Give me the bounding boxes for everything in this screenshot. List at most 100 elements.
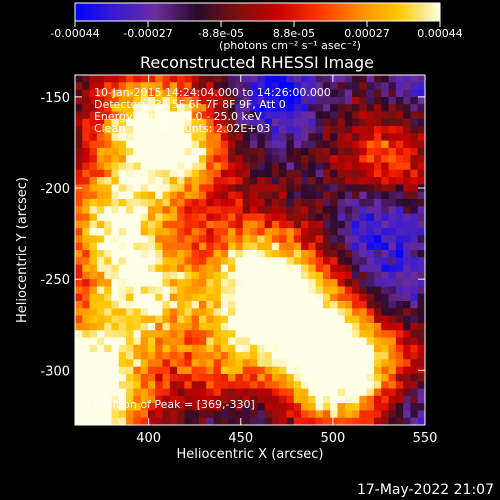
heatmap-cell bbox=[359, 242, 368, 251]
heatmap-cell bbox=[366, 403, 375, 412]
heatmap-cell bbox=[169, 344, 178, 353]
heatmap-cell bbox=[373, 301, 382, 309]
heatmap-cell bbox=[155, 308, 164, 317]
heatmap-cell bbox=[228, 271, 237, 280]
heatmap-cell bbox=[126, 89, 134, 98]
heatmap-cell bbox=[352, 147, 360, 156]
heatmap-cell bbox=[395, 373, 404, 382]
heatmap-cell bbox=[213, 169, 222, 178]
heatmap-cell bbox=[301, 330, 309, 339]
heatmap-cell bbox=[315, 133, 324, 142]
heatmap-cell bbox=[177, 344, 185, 353]
heatmap-cell bbox=[410, 111, 419, 120]
heatmap-cell bbox=[155, 133, 164, 142]
heatmap-cell bbox=[242, 191, 251, 200]
heatmap-cell bbox=[293, 257, 302, 266]
heatmap-cell bbox=[140, 111, 149, 120]
heatmap-cell bbox=[366, 395, 375, 404]
heatmap-cell bbox=[352, 228, 360, 237]
heatmap-cell bbox=[89, 366, 98, 375]
heatmap-cell bbox=[206, 403, 215, 412]
heatmap-cell bbox=[220, 403, 229, 412]
heatmap-cell bbox=[301, 337, 309, 346]
heatmap-cell bbox=[366, 220, 375, 229]
heatmap-cell bbox=[213, 235, 222, 244]
heatmap-cell bbox=[235, 373, 244, 382]
heatmap-cell bbox=[410, 344, 419, 353]
heatmap-cell bbox=[133, 140, 142, 149]
heatmap-cell bbox=[293, 410, 302, 419]
heatmap-cell bbox=[344, 104, 353, 113]
heatmap-cell bbox=[301, 359, 309, 368]
heatmap-cell bbox=[388, 352, 397, 360]
heatmap-cell bbox=[140, 308, 149, 317]
heatmap-cell bbox=[315, 75, 324, 83]
heatmap-cell bbox=[82, 198, 91, 207]
heatmap-cell bbox=[96, 235, 105, 244]
heatmap-cell bbox=[118, 322, 127, 331]
heatmap-cell bbox=[126, 206, 134, 215]
heatmap-cell bbox=[417, 403, 425, 412]
heatmap-cell bbox=[352, 220, 360, 229]
heatmap-cell bbox=[257, 417, 266, 425]
heatmap-cell bbox=[301, 126, 309, 134]
heatmap-cell bbox=[155, 82, 164, 91]
heatmap-cell bbox=[162, 403, 171, 412]
heatmap-cell bbox=[118, 264, 127, 273]
heatmap-cell bbox=[82, 228, 91, 237]
heatmap-cell bbox=[96, 228, 105, 237]
heatmap-cell bbox=[228, 242, 237, 251]
info-detectors: Detectors: 3F 5F 6F 7F 8F 9F, Att 0 bbox=[94, 98, 286, 111]
heatmap-cell bbox=[330, 352, 339, 360]
heatmap-cell bbox=[89, 293, 98, 302]
heatmap-cell bbox=[96, 147, 105, 156]
heatmap-cell bbox=[191, 140, 200, 149]
heatmap-cell bbox=[250, 330, 258, 339]
heatmap-cell bbox=[257, 228, 266, 237]
heatmap-cell bbox=[147, 169, 156, 178]
heatmap-cell bbox=[395, 82, 404, 91]
heatmap-cell bbox=[373, 235, 382, 244]
heatmap-cell bbox=[169, 213, 178, 222]
heatmap-cell bbox=[96, 359, 105, 368]
heatmap-cell bbox=[104, 75, 113, 83]
heatmap-cell bbox=[381, 191, 390, 200]
heatmap-cell bbox=[118, 286, 127, 295]
heatmap-cell bbox=[177, 395, 185, 404]
heatmap-cell bbox=[111, 242, 120, 251]
heatmap-cell bbox=[155, 75, 164, 83]
heatmap-cell bbox=[191, 279, 200, 288]
heatmap-cell bbox=[111, 337, 120, 346]
heatmap-cell bbox=[271, 301, 280, 309]
heatmap-cell bbox=[162, 257, 171, 266]
heatmap-cell bbox=[75, 279, 83, 288]
heatmap-cell bbox=[257, 155, 266, 164]
heatmap-cell bbox=[257, 322, 266, 331]
heatmap-cell bbox=[388, 75, 397, 83]
heatmap-cell bbox=[169, 286, 178, 295]
heatmap-cell bbox=[308, 257, 317, 266]
heatmap-cell bbox=[271, 322, 280, 331]
heatmap-cell bbox=[228, 75, 237, 83]
heatmap-cell bbox=[147, 388, 156, 397]
heatmap-cell bbox=[177, 410, 185, 419]
heatmap-cell bbox=[264, 308, 273, 317]
heatmap-cell bbox=[169, 242, 178, 251]
heatmap-cell bbox=[147, 118, 156, 127]
heatmap-cell bbox=[198, 155, 207, 164]
heatmap-cell bbox=[293, 184, 302, 193]
heatmap-cell bbox=[126, 184, 134, 193]
heatmap-cell bbox=[417, 242, 425, 251]
heatmap-cell bbox=[169, 198, 178, 207]
heatmap-cell bbox=[315, 177, 324, 185]
heatmap-cell bbox=[301, 293, 309, 302]
heatmap-cell bbox=[322, 155, 331, 164]
heatmap-cell bbox=[118, 301, 127, 309]
heatmap-cell bbox=[315, 264, 324, 273]
heatmap-cell bbox=[177, 184, 185, 193]
heatmap-cell bbox=[352, 395, 360, 404]
heatmap-cell bbox=[257, 96, 266, 105]
heatmap-cell bbox=[206, 366, 215, 375]
heatmap-cell bbox=[293, 330, 302, 339]
heatmap-cell bbox=[191, 381, 200, 390]
